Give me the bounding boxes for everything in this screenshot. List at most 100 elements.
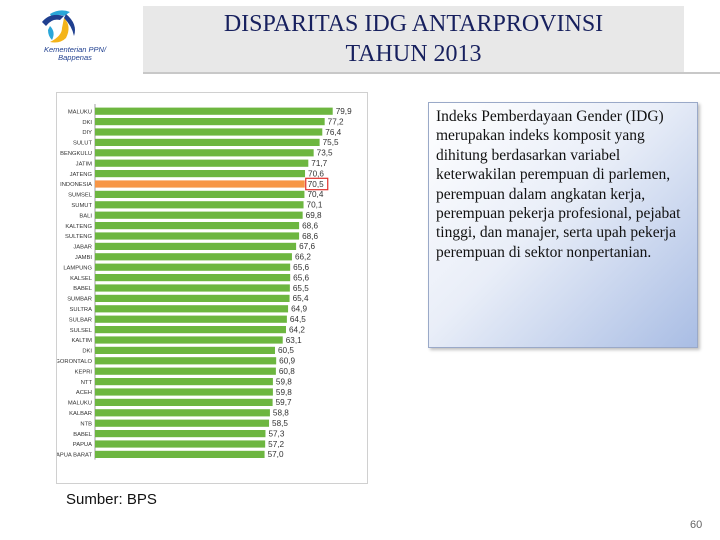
value-label: 60,9 xyxy=(279,357,295,366)
value-label: 57,0 xyxy=(268,450,284,459)
value-label: 79,9 xyxy=(336,107,352,116)
value-label: 77,2 xyxy=(328,117,344,126)
category-label: MALUKU xyxy=(68,401,92,407)
bar xyxy=(95,263,291,271)
category-label: JAMBI xyxy=(75,255,92,261)
bar xyxy=(95,336,283,344)
value-label: 59,7 xyxy=(276,398,292,407)
bar xyxy=(95,367,276,375)
value-label: 59,8 xyxy=(276,377,292,386)
bar xyxy=(95,118,325,126)
value-label: 67,6 xyxy=(299,242,315,251)
bar xyxy=(95,294,290,302)
value-label: 60,5 xyxy=(278,346,294,355)
value-label: 57,3 xyxy=(268,429,284,438)
value-label: 70,1 xyxy=(307,201,323,210)
page-number: 60 xyxy=(690,519,703,531)
info-box: Indeks Pemberdayaan Gender (IDG) merupak… xyxy=(428,102,698,348)
category-label: SULBAR xyxy=(69,317,92,323)
value-label: 71,7 xyxy=(311,159,327,168)
value-label: 68,6 xyxy=(302,232,318,241)
value-label: 65,6 xyxy=(293,263,309,272)
category-label: DIY xyxy=(82,130,92,136)
bar xyxy=(95,180,305,188)
bar xyxy=(95,222,300,230)
value-label: 69,8 xyxy=(306,211,322,220)
bar xyxy=(95,253,292,261)
info-box-text: Indeks Pemberdayaan Gender (IDG) merupak… xyxy=(436,108,681,261)
category-label: DKI xyxy=(82,120,92,126)
value-label: 63,1 xyxy=(286,336,302,345)
value-label: 73,5 xyxy=(317,149,333,158)
page-title-line1: DISPARITAS IDG ANTARPROVINSI xyxy=(223,11,604,37)
highlight-box xyxy=(305,177,329,191)
bar xyxy=(95,274,291,282)
category-label: JATIM xyxy=(76,161,92,167)
category-label: GORONTALO xyxy=(57,359,92,365)
value-label: 57,2 xyxy=(268,440,284,449)
idg-bar-chart: MALUKU 79,9 DKI 77,2 DIY 76,4 SULUT 75,5 BENGKUL… xyxy=(57,104,352,460)
logo-text-line1: Kementerian PPN/ xyxy=(43,45,107,54)
source-note: Sumber: BPS xyxy=(66,491,157,508)
bar xyxy=(95,450,265,458)
category-label: SULTENG xyxy=(65,234,92,240)
bar xyxy=(95,388,273,396)
category-label: DKI xyxy=(82,349,92,355)
value-label: 58,8 xyxy=(273,409,289,418)
value-label: 64,5 xyxy=(290,315,306,324)
category-label: MALUKU xyxy=(68,109,92,115)
bar xyxy=(95,284,290,292)
bar xyxy=(95,357,277,365)
value-label: 66,2 xyxy=(295,253,311,262)
bar xyxy=(95,232,300,240)
bar xyxy=(95,440,266,448)
bappenas-logo: Kementerian PPN/ Bappenas xyxy=(20,6,130,68)
category-label: JABAR xyxy=(73,245,92,251)
category-label: KALTENG xyxy=(65,224,92,230)
value-label: 76,4 xyxy=(325,128,341,137)
category-label: KALBAR xyxy=(69,411,92,417)
bar xyxy=(95,190,305,198)
value-label: 58,5 xyxy=(272,419,288,428)
category-label: BABEL xyxy=(73,286,92,292)
value-label: 68,6 xyxy=(302,221,318,230)
category-label: PAPUA xyxy=(73,442,92,448)
bappenas-emblem-icon xyxy=(42,10,75,43)
category-label: BENGKULU xyxy=(60,151,92,157)
bar xyxy=(95,430,266,438)
value-label: 70,5 xyxy=(308,180,324,189)
value-label: 60,8 xyxy=(279,367,295,376)
bar xyxy=(95,170,306,178)
bar xyxy=(95,398,273,406)
bar xyxy=(95,159,309,167)
value-label: 59,8 xyxy=(276,388,292,397)
value-label: 70,6 xyxy=(308,169,324,178)
category-label: NTB xyxy=(80,421,92,427)
category-label: KEPRI xyxy=(75,369,93,375)
category-label: INDONESIA xyxy=(60,182,92,188)
bar xyxy=(95,315,287,323)
chart-panel: MALUKU 79,9 DKI 77,2 DIY 76,4 SULUT 75,5 BENGKUL… xyxy=(56,92,368,484)
bar xyxy=(95,346,275,354)
bar xyxy=(95,419,270,427)
bar xyxy=(95,326,286,334)
bar xyxy=(95,201,304,209)
value-label: 64,2 xyxy=(289,325,305,334)
category-label: LAMPUNG xyxy=(63,265,92,271)
bar xyxy=(95,149,314,157)
bar xyxy=(95,305,289,313)
value-label: 64,9 xyxy=(291,305,307,314)
category-label: KALSEL xyxy=(70,276,93,282)
page-title-line2: TAHUN 2013 xyxy=(345,41,482,67)
category-label: SULSEL xyxy=(70,328,93,334)
category-label: BALI xyxy=(79,213,92,219)
bar xyxy=(95,378,273,386)
category-label: SULUT xyxy=(73,141,92,147)
bar xyxy=(95,409,270,417)
value-label: 65,4 xyxy=(293,294,309,303)
title-box: DISPARITAS IDG ANTARPROVINSI TAHUN 2013 xyxy=(143,6,684,72)
category-label: SUMUT xyxy=(71,203,92,209)
category-label: SUMBAR xyxy=(67,297,92,303)
value-label: 65,5 xyxy=(293,284,309,293)
logo-text-line2: Bappenas xyxy=(58,53,92,62)
